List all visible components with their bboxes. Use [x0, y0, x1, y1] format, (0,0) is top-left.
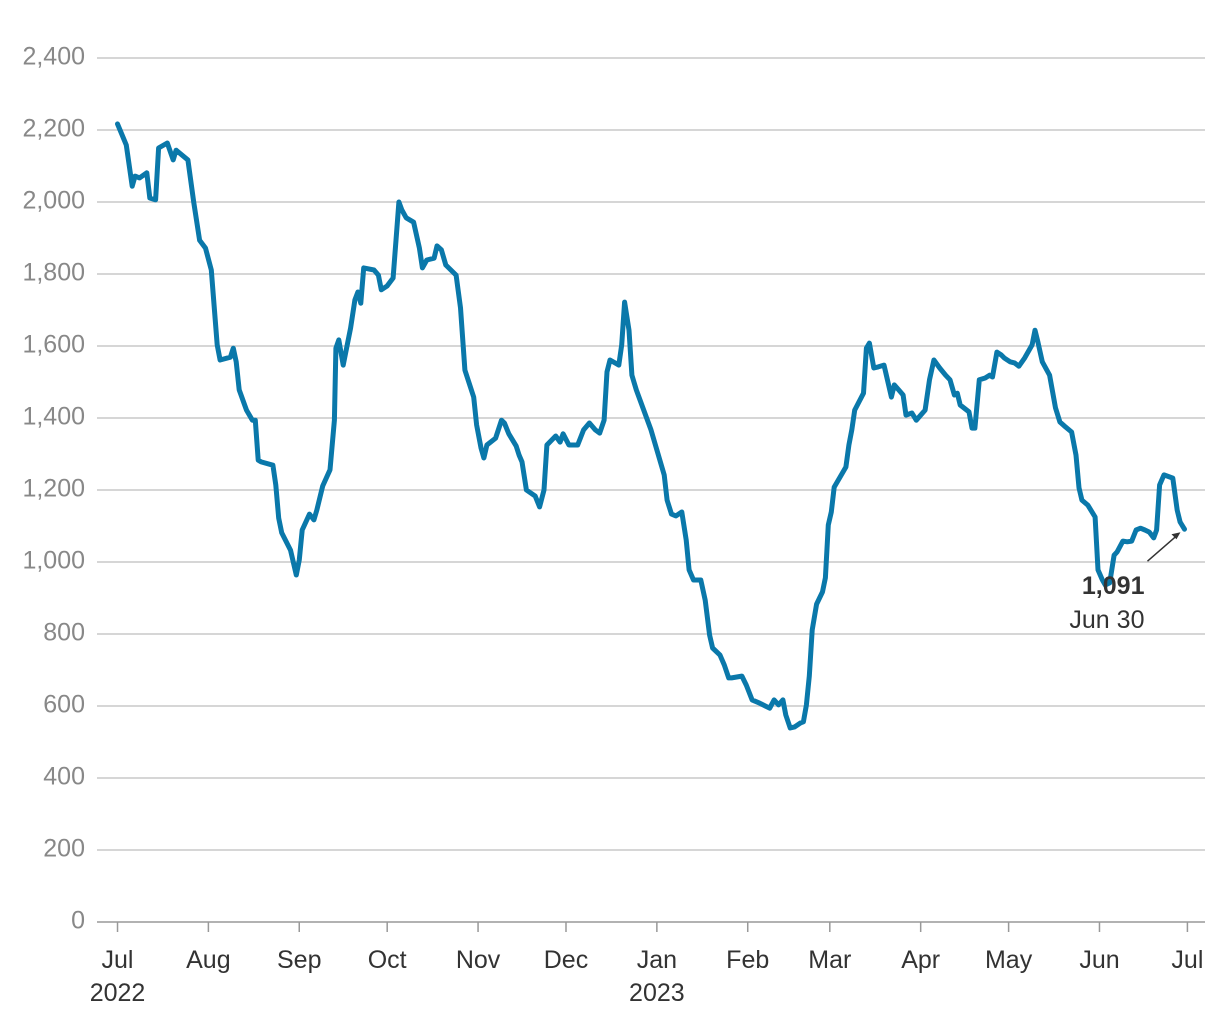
x-tick-label: Aug [186, 946, 231, 974]
annotation-value: 1,091 [1082, 572, 1145, 600]
x-tick-label: Feb [726, 946, 770, 974]
x-tick-label: Dec [543, 946, 589, 974]
x-tick-label: Jul [1171, 946, 1204, 974]
y-tick-label: 2,200 [22, 115, 85, 143]
y-tick-label: 1,800 [22, 259, 85, 287]
x-tick-label: Mar [808, 946, 852, 974]
y-tick-label: 1,600 [22, 331, 85, 359]
x-tick-label: Nov [455, 946, 501, 974]
y-tick-label: 2,000 [22, 187, 85, 215]
y-tick-label: 1,400 [22, 403, 85, 431]
y-tick-label: 400 [43, 763, 85, 791]
x-tick-label: Sep [277, 946, 322, 974]
annotation-arrow [1146, 533, 1179, 562]
y-tick-label: 0 [71, 907, 85, 935]
y-tick-label: 600 [43, 691, 85, 719]
x-tick-label: Oct [367, 946, 407, 974]
data-line [115, 121, 1187, 731]
y-tick-label: 1,200 [22, 475, 85, 503]
x-tick-label: May [984, 946, 1033, 974]
x-tick-label: Jan 2023 [629, 946, 685, 1007]
x-tick-label: Apr [901, 946, 941, 974]
y-tick-label: 800 [43, 619, 85, 647]
y-tick-label: 1,000 [22, 547, 85, 575]
annotation-date: Jun 30 [1069, 606, 1144, 634]
y-tick-label: 200 [43, 835, 85, 863]
x-tick-label: Jun [1079, 946, 1120, 974]
annotation-arrowhead [1171, 532, 1181, 540]
x-tick-label: Jul 2022 [89, 946, 146, 1007]
y-tick-label: 2,400 [22, 43, 85, 71]
